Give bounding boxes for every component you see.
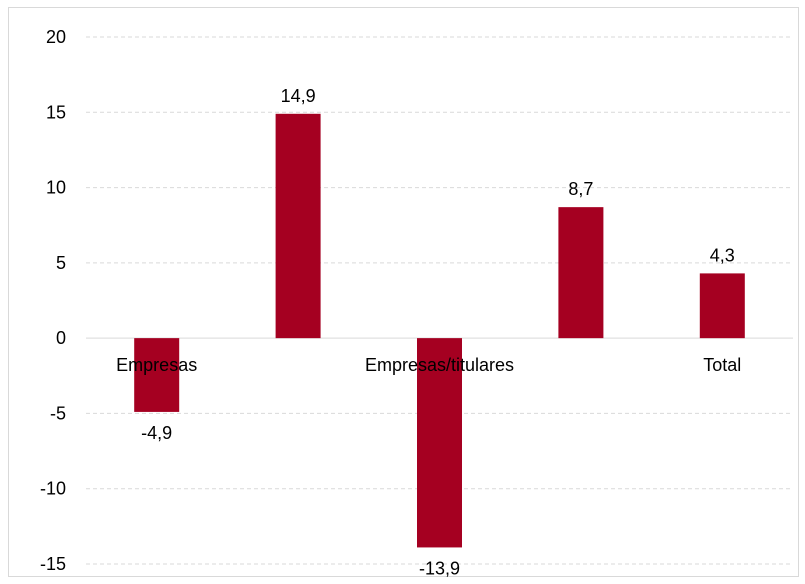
y-tick-label: 10 (46, 178, 66, 198)
y-tick-label: 0 (56, 328, 66, 348)
y-axis-ticks: 20 15 10 5 0 -5 -10 -15 (40, 27, 66, 574)
data-labels: -4,9 14,9 -13,9 8,7 4,3 (141, 86, 735, 579)
data-label: -4,9 (141, 423, 172, 443)
y-tick-label: 5 (56, 253, 66, 273)
y-tick-label: 20 (46, 27, 66, 47)
bar (134, 338, 180, 412)
x-category-label: Empresas (116, 355, 197, 375)
data-label: -13,9 (419, 558, 460, 578)
y-tick-label: -5 (50, 403, 66, 423)
y-tick-label: 15 (46, 102, 66, 122)
bar (699, 273, 745, 339)
y-tick-label: -10 (40, 479, 66, 499)
x-category-label: Total (703, 355, 741, 375)
chart-frame (8, 7, 799, 577)
bar (275, 113, 321, 339)
data-label: 14,9 (281, 86, 316, 106)
bar (558, 207, 604, 339)
bar (417, 338, 462, 548)
x-category-label: Empresas/titulares (365, 355, 514, 375)
data-label: 8,7 (568, 179, 593, 199)
x-axis-categories: Empresas Empresas/titulares Total (116, 355, 741, 375)
bars (134, 113, 745, 548)
y-tick-label: -15 (40, 554, 66, 574)
data-label: 4,3 (710, 245, 735, 265)
